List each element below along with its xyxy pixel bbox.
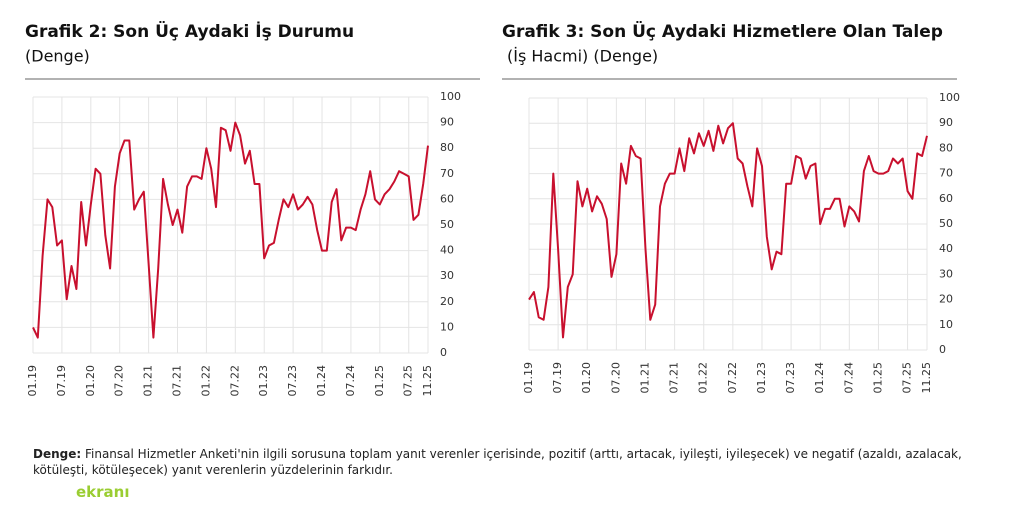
x-tick-label: 01.21 <box>638 362 651 394</box>
x-tick-label: 07.24 <box>842 362 855 394</box>
x-tick-label: 07.20 <box>113 365 126 397</box>
y-tick-label: 90 <box>939 116 953 129</box>
y-tick-label: 80 <box>939 141 953 154</box>
watermark: ekranı <box>76 483 130 501</box>
line <box>528 122 928 339</box>
y-tick-label: 60 <box>440 192 454 205</box>
y-tick-label: 100 <box>440 90 461 103</box>
y-tick-label: 20 <box>939 293 953 306</box>
y-tick-label: 50 <box>440 218 454 231</box>
y-tick-label: 60 <box>939 192 953 205</box>
x-tick-label: 07.24 <box>344 365 357 397</box>
x-tick-label: 07.19 <box>551 362 564 394</box>
y-tick-label: 70 <box>440 167 454 180</box>
chart-title: Grafik 2: Son Üç Aydaki İş Durumu <box>25 20 354 42</box>
x-tick-label: 01.21 <box>142 365 155 397</box>
footnote-term: Denge: <box>33 447 82 461</box>
x-tick-label: 01.24 <box>315 365 328 397</box>
y-tick-label: 80 <box>440 141 454 154</box>
y-tick-label: 100 <box>939 91 960 104</box>
y-tick-label: 20 <box>440 295 454 308</box>
x-tick-label: 07.22 <box>228 365 241 397</box>
footnote-text: Finansal Hizmetler Anketi'nin ilgili sor… <box>33 447 962 477</box>
line <box>32 121 429 339</box>
chart-title: Grafik 3: Son Üç Aydaki Hizmetlere Olan … <box>502 20 943 42</box>
charts: Grafik 2: Son Üç Aydaki İş Durumu (Denge)… <box>25 20 960 397</box>
x-tick-label: 07.20 <box>609 362 622 394</box>
x-tick-label: 07.23 <box>286 365 299 397</box>
footnote: Denge: Finansal Hizmetler Anketi'nin ilg… <box>33 446 993 478</box>
chart-subtitle: (İş Hacmi) (Denge) <box>507 47 658 66</box>
x-tick-label: 01.20 <box>580 362 593 394</box>
y-tick-label: 30 <box>939 267 953 280</box>
x-tick-label: 01.19 <box>26 365 39 397</box>
x-tick-label: 07.19 <box>55 365 68 397</box>
x-tick-label: 07.21 <box>668 362 681 394</box>
x-tick-label: 01.23 <box>755 362 768 394</box>
y-tick-label: 30 <box>440 269 454 282</box>
x-tick-label: 01.25 <box>871 362 884 394</box>
x-tick-label: 01.25 <box>373 365 386 397</box>
y-tick-label: 70 <box>939 167 953 180</box>
y-tick-label: 40 <box>939 242 953 255</box>
x-tick-label: 11.25 <box>421 365 434 397</box>
x-tick-label: 07.21 <box>171 365 184 397</box>
y-tick-label: 40 <box>440 244 454 257</box>
x-tick-label: 01.20 <box>84 365 97 397</box>
y-tick-label: 0 <box>440 346 447 359</box>
y-tick-label: 50 <box>939 217 953 230</box>
x-tick-label: 11.25 <box>920 362 933 394</box>
y-tick-label: 10 <box>939 318 953 331</box>
x-tick-label: 07.25 <box>901 362 914 394</box>
x-tick-label: 07.23 <box>784 362 797 394</box>
y-tick-label: 0 <box>939 343 946 356</box>
x-tick-label: 01.24 <box>813 362 826 394</box>
x-tick-label: 01.22 <box>199 365 212 397</box>
x-tick-label: 01.22 <box>697 362 710 394</box>
x-tick-label: 01.19 <box>522 362 535 394</box>
x-tick-label: 07.25 <box>402 365 415 397</box>
chart-subtitle: (Denge) <box>25 47 90 66</box>
x-tick-label: 01.23 <box>257 365 270 397</box>
y-tick-label: 90 <box>440 116 454 129</box>
x-tick-label: 07.22 <box>726 362 739 394</box>
y-tick-label: 10 <box>440 320 454 333</box>
